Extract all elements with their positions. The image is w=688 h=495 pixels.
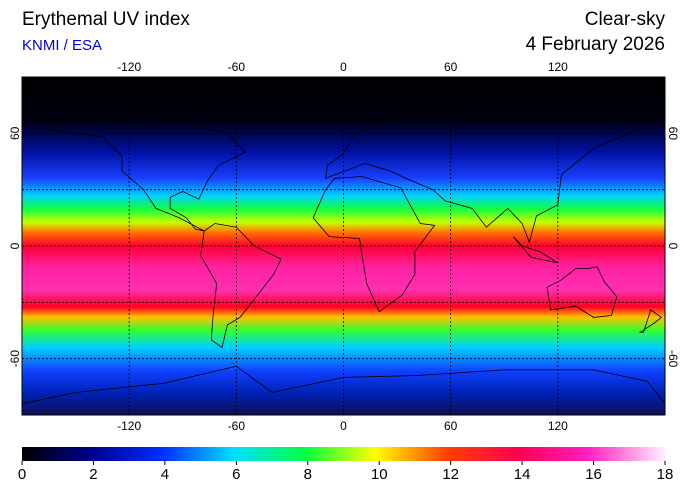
- colorbar: [22, 447, 665, 461]
- lon-tick-label: -60: [228, 60, 246, 74]
- lat-tick-label: -60: [8, 350, 22, 368]
- lon-tick-label: 0: [340, 60, 347, 74]
- lat-tick-label: -60: [666, 350, 680, 368]
- colorbar-label: 10: [371, 466, 388, 483]
- lat-tick-label: 60: [8, 126, 22, 140]
- coastline: [546, 266, 618, 318]
- title: Erythemal UV index: [22, 9, 190, 30]
- lat-tick-label: 60: [666, 127, 680, 141]
- lat-tick-label: 0: [8, 242, 22, 249]
- coastline: [200, 223, 282, 349]
- colorbar-label: 16: [585, 466, 602, 483]
- lon-tick-label: 120: [548, 419, 568, 433]
- lon-tick-label: -60: [228, 419, 246, 433]
- lon-tick-label: 120: [548, 60, 568, 74]
- colorbar-label: 8: [304, 466, 312, 483]
- coastline: [325, 99, 649, 244]
- colorbar-label: 14: [514, 466, 531, 483]
- colorbar-label: 2: [89, 466, 97, 483]
- condition: Clear-sky: [585, 9, 666, 30]
- lon-tick-label: -120: [117, 419, 141, 433]
- colorbar-label: 18: [657, 466, 674, 483]
- colorbar-label: 6: [232, 466, 240, 483]
- lon-tick-label: 60: [444, 419, 458, 433]
- colorbar-label: 0: [18, 466, 26, 483]
- colorbar-label: 12: [442, 466, 459, 483]
- lat-tick-label: 0: [666, 243, 680, 250]
- date: 4 February 2026: [526, 34, 665, 55]
- graticule: [22, 77, 665, 415]
- map-frame: [21, 76, 666, 416]
- coastline: [638, 309, 663, 333]
- coastline: [312, 176, 436, 313]
- lon-tick-label: -120: [117, 60, 141, 74]
- source: KNMI / ESA: [22, 37, 102, 54]
- lon-tick-label: 0: [340, 419, 347, 433]
- colorbar-label: 4: [161, 466, 169, 483]
- coastline: [48, 110, 246, 232]
- lon-tick-label: 60: [444, 60, 458, 74]
